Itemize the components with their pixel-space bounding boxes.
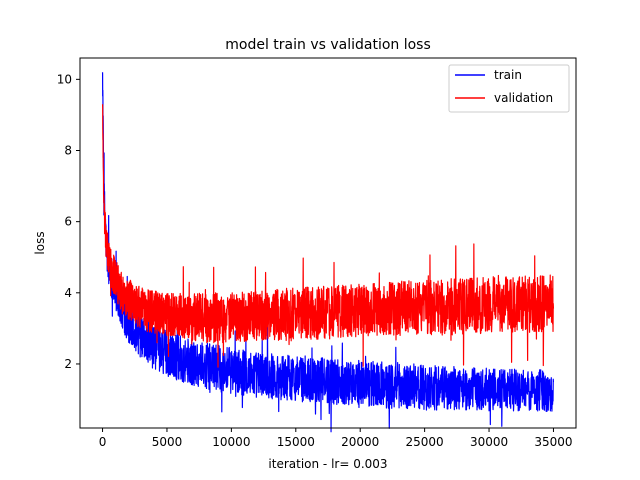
- x-axis: 0 5000 10000 15000 20000 25000 30000 35000: [99, 428, 573, 449]
- x-tick-label: 35000: [534, 435, 572, 449]
- series-line-train: [101, 72, 555, 433]
- plot-frame: [79, 57, 577, 429]
- x-tick-label: 5000: [152, 435, 183, 449]
- series-layer: [101, 72, 555, 433]
- legend-box: [448, 64, 570, 113]
- y-tick-label: 2: [64, 357, 72, 371]
- x-tick-label: 30000: [470, 435, 508, 449]
- y-axis: 2 4 6 8 10: [57, 72, 80, 371]
- y-tick-label: 4: [64, 286, 72, 300]
- x-tick-label: 0: [99, 435, 107, 449]
- x-tick-label: 20000: [341, 435, 379, 449]
- y-axis-label: loss: [33, 231, 47, 254]
- chart-title: model train vs validation loss: [225, 37, 431, 53]
- legend: train validation: [448, 64, 570, 113]
- legend-label-train: train: [494, 68, 522, 82]
- y-tick-label: 8: [64, 144, 72, 158]
- x-axis-label: iteration - lr= 0.003: [268, 457, 387, 471]
- x-tick-label: 15000: [277, 435, 315, 449]
- y-tick-label: 6: [64, 215, 72, 229]
- x-tick-label: 25000: [406, 435, 444, 449]
- x-tick-label: 10000: [212, 435, 250, 449]
- series-line-validation: [101, 104, 555, 368]
- legend-label-validation: validation: [494, 91, 553, 105]
- y-tick-label: 10: [57, 72, 72, 86]
